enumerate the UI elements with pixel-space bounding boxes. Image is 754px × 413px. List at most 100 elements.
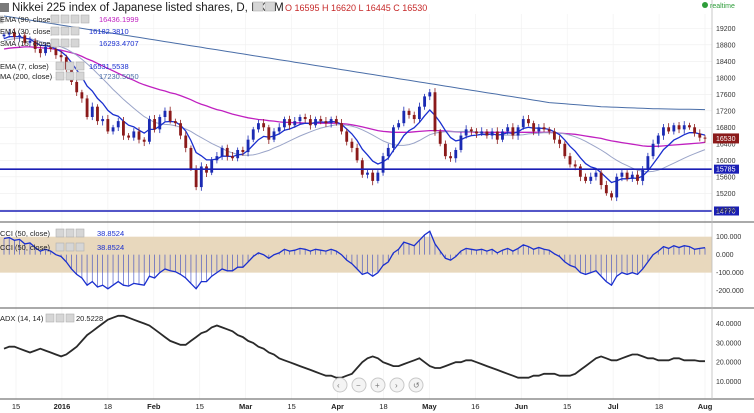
candle-body <box>257 123 260 130</box>
close-icon[interactable] <box>60 26 70 36</box>
candle-body <box>173 121 177 124</box>
settings-icon[interactable] <box>50 26 60 36</box>
settings-icon[interactable] <box>50 38 60 48</box>
settings-icon[interactable] <box>264 1 276 12</box>
close-icon[interactable] <box>60 14 70 24</box>
indicator-legend[interactable]: EMA (90, close) 16436.1999 EMA (30, clos… <box>0 14 139 81</box>
chart-navigation[interactable]: ‹ − + › ↺ <box>332 377 424 393</box>
more-icon[interactable] <box>70 14 80 24</box>
adx-legend[interactable]: ADX (14, 14) 20.5228 <box>0 313 103 323</box>
candle-body <box>501 131 504 140</box>
candle-body <box>85 98 89 117</box>
ema30-label: EMA (30, close) <box>0 27 53 36</box>
adx-tick-label: 10.0000 <box>716 379 741 386</box>
zoom-in-button[interactable] <box>370 377 386 393</box>
symbol-icon[interactable] <box>0 3 9 12</box>
time-axis[interactable]: 15 2016 18 Feb 15 Mar 15 Apr 18 May 16 Jun 15 Jul 18 Au… <box>12 402 713 411</box>
last-price-tag <box>713 133 739 144</box>
eye-icon[interactable] <box>252 1 264 12</box>
realtime-label: realtime <box>710 3 735 10</box>
candle-body <box>350 141 354 148</box>
candle-body <box>158 117 162 130</box>
reset-chart-button[interactable] <box>408 377 424 393</box>
candle-body <box>402 110 406 124</box>
time-tick-label: 18 <box>104 402 112 411</box>
ema7-value: 16531.5538 <box>89 62 129 71</box>
candle-body <box>511 127 515 136</box>
candle-body <box>272 131 276 140</box>
close-icon[interactable] <box>65 61 75 71</box>
more-icon[interactable] <box>80 14 90 24</box>
candle-body <box>106 119 110 132</box>
horizontal-levels[interactable]: 15785 14770 <box>0 164 739 216</box>
more-icon[interactable] <box>75 242 85 252</box>
scroll-right-button[interactable] <box>389 377 405 393</box>
candle-body <box>127 135 131 138</box>
candle-body <box>2 34 6 37</box>
time-tick-label: May <box>422 402 437 411</box>
candle-body <box>495 131 499 140</box>
candle-body <box>454 149 458 159</box>
candle-body <box>521 119 525 128</box>
cci-series <box>3 230 706 290</box>
time-tick-label: 15 <box>12 402 20 411</box>
settings-icon[interactable] <box>55 71 65 81</box>
candle-body <box>480 131 484 134</box>
candle-body <box>423 96 427 107</box>
time-tick-label: 18 <box>379 402 387 411</box>
settings-icon[interactable] <box>50 14 60 24</box>
candle-body <box>319 119 323 122</box>
candle-body <box>334 119 338 124</box>
title-controls[interactable] <box>252 1 276 12</box>
settings-icon[interactable] <box>55 228 65 238</box>
price-axis[interactable]: 19200 18800 18400 18000 17600 17200 16800 16400… <box>713 26 739 214</box>
time-tick-label: Feb <box>147 402 161 411</box>
price-tick-label: 18800 <box>716 42 736 49</box>
candle-body <box>386 147 390 157</box>
candle-body <box>428 92 432 97</box>
chart-title: Nikkei 225 index of Japanese listed shar… <box>12 2 284 14</box>
candle-body <box>573 164 577 167</box>
candle-body <box>33 40 37 49</box>
adx-value: 20.5228 <box>76 314 103 323</box>
settings-icon[interactable] <box>55 242 65 252</box>
level-price-tag <box>714 206 739 216</box>
close-icon[interactable] <box>65 71 75 81</box>
cci-legend[interactable]: CCI (50, close) 38.8524 CCI (50, close) … <box>0 228 124 252</box>
candle-body <box>698 133 702 138</box>
scroll-left-button[interactable] <box>332 377 348 393</box>
more-icon[interactable] <box>70 26 80 36</box>
candle-body <box>656 135 660 144</box>
settings-icon[interactable] <box>55 61 65 71</box>
more-icon[interactable] <box>75 61 85 71</box>
candle-body <box>262 123 266 128</box>
candle-body <box>636 174 639 181</box>
candle-body <box>241 149 245 153</box>
close-icon[interactable] <box>65 242 75 252</box>
close-icon[interactable] <box>55 313 65 323</box>
candle-body <box>49 46 53 49</box>
more-icon[interactable] <box>65 313 75 323</box>
adx-axis[interactable]: 40.0000 30.0000 20.0000 10.0000 <box>716 321 741 386</box>
candle-body <box>355 147 359 161</box>
candle-body <box>397 123 401 128</box>
more-icon[interactable] <box>70 38 80 48</box>
price-tick-label: 16000 <box>716 158 736 165</box>
candle-body <box>376 172 380 181</box>
more-icon[interactable] <box>75 71 85 81</box>
legend-icon[interactable] <box>0 15 4 24</box>
close-icon[interactable] <box>65 228 75 238</box>
settings-icon[interactable] <box>45 313 55 323</box>
chevron-right-icon: › <box>395 381 398 390</box>
candle-body <box>651 143 655 157</box>
candle-body <box>682 125 686 130</box>
more-icon[interactable] <box>75 228 85 238</box>
cci-axis[interactable]: 100.000 0.000 -100.000 -200.000 <box>716 234 744 295</box>
close-icon[interactable] <box>60 38 70 48</box>
cci-label: CCI (50, close) <box>0 243 51 252</box>
zoom-out-button[interactable] <box>351 377 367 393</box>
candle-body <box>153 119 157 130</box>
level-price-label: 14770 <box>716 208 736 215</box>
candle-body <box>199 166 203 188</box>
